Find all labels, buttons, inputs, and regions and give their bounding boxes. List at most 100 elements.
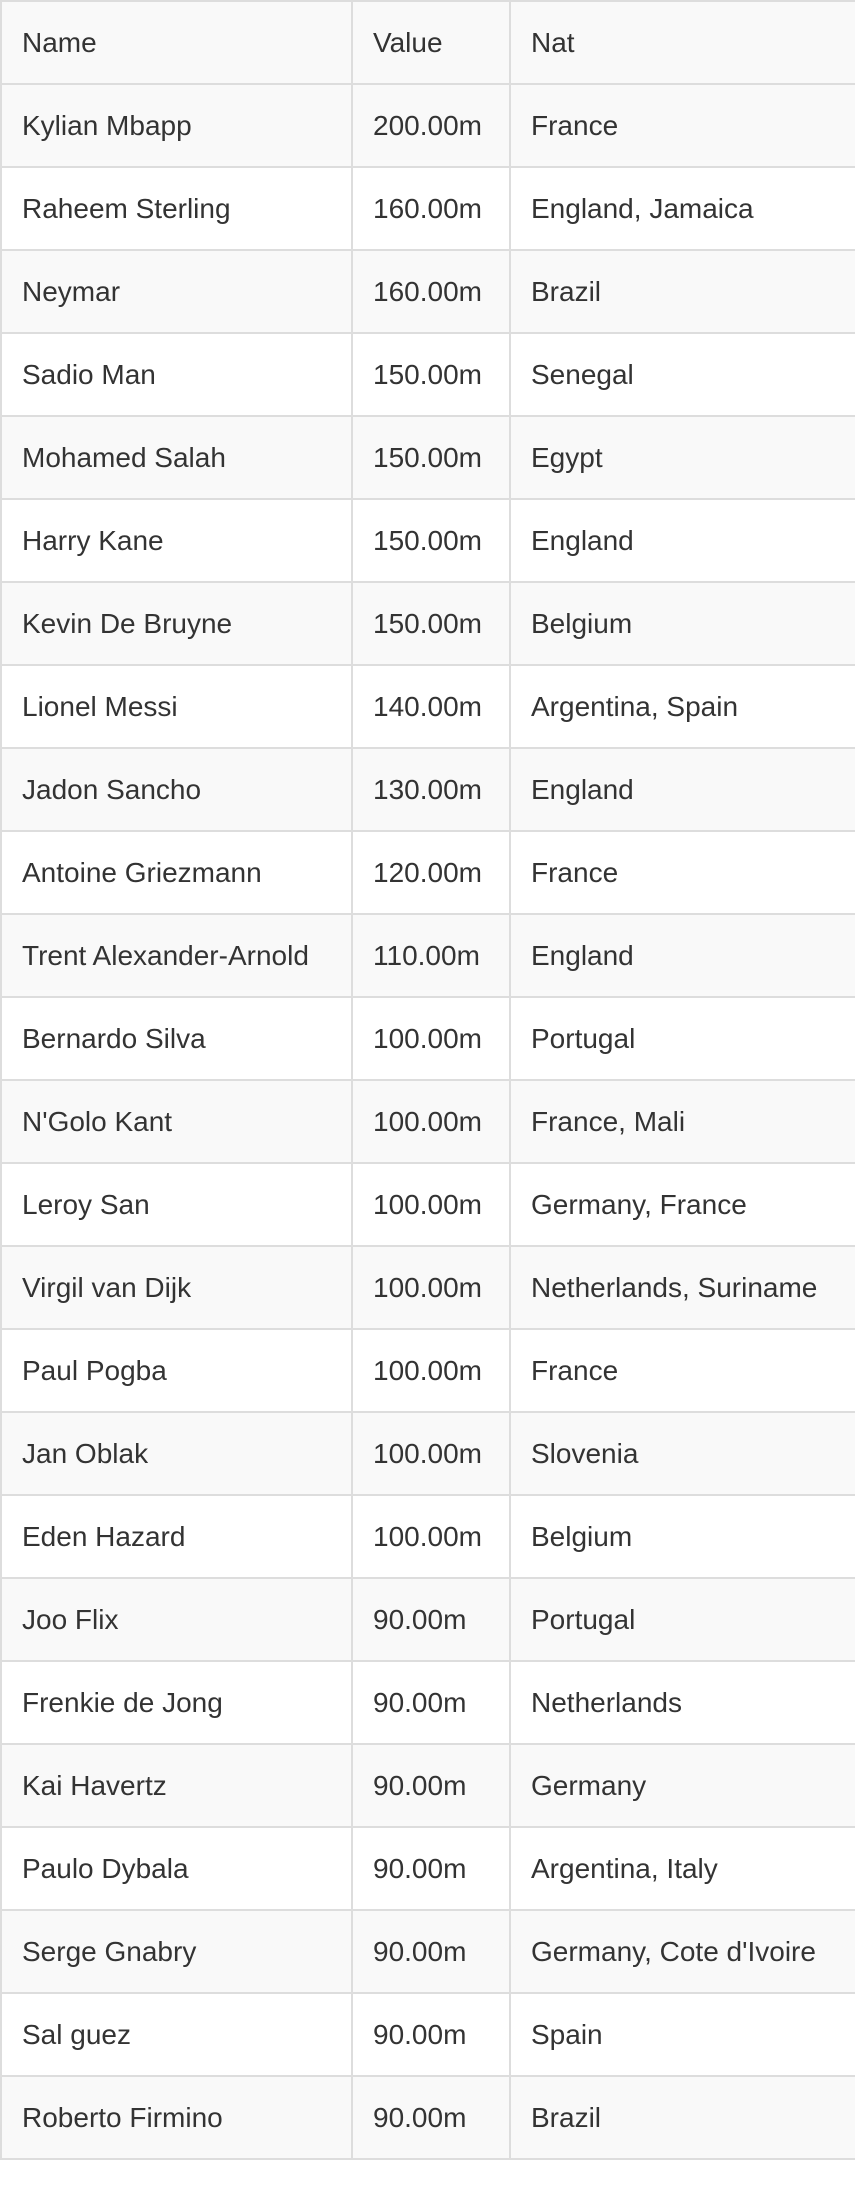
cell-value: 100.00m — [351, 1245, 511, 1330]
cell-value: 100.00m — [351, 1162, 511, 1247]
cell-nat: Portugal — [509, 996, 855, 1081]
cell-name: Eden Hazard — [0, 1494, 353, 1579]
cell-name: Leroy San — [0, 1162, 353, 1247]
cell-value: 120.00m — [351, 830, 511, 915]
cell-nat: France — [509, 1328, 855, 1413]
table-row: N'Golo Kant 100.00m France, Mali — [0, 1079, 855, 1164]
table-row: Virgil van Dijk 100.00m Netherlands, Surin… — [0, 1245, 855, 1330]
table-row: Joo Flix 90.00m Portugal — [0, 1577, 855, 1662]
cell-nat: Netherlands — [509, 1660, 855, 1745]
cell-nat: Brazil — [509, 249, 855, 334]
cell-value: 130.00m — [351, 747, 511, 832]
table-row: Jan Oblak 100.00m Slovenia — [0, 1411, 855, 1496]
cell-nat: Germany, Cote d'Ivoire — [509, 1909, 855, 1994]
cell-nat: France, Mali — [509, 1079, 855, 1164]
cell-name: Frenkie de Jong — [0, 1660, 353, 1745]
cell-value: 90.00m — [351, 1743, 511, 1828]
cell-nat: England — [509, 498, 855, 583]
table-row: Paulo Dybala 90.00m Argentina, Italy — [0, 1826, 855, 1911]
cell-name: Paul Pogba — [0, 1328, 353, 1413]
table-row: Sal guez 90.00m Spain — [0, 1992, 855, 2077]
cell-nat: Portugal — [509, 1577, 855, 1662]
cell-name: Raheem Sterling — [0, 166, 353, 251]
table-row: Serge Gnabry 90.00m Germany, Cote d'Ivoire — [0, 1909, 855, 1994]
cell-name: Sadio Man — [0, 332, 353, 417]
table-row: Raheem Sterling 160.00m England, Jamaica — [0, 166, 855, 251]
table-row: Kevin De Bruyne 150.00m Belgium — [0, 581, 855, 666]
cell-value: 100.00m — [351, 996, 511, 1081]
table-row: Antoine Griezmann 120.00m France — [0, 830, 855, 915]
cell-value: 90.00m — [351, 1577, 511, 1662]
cell-value: 150.00m — [351, 332, 511, 417]
cell-value: 90.00m — [351, 1826, 511, 1911]
table-row: Leroy San 100.00m Germany, France — [0, 1162, 855, 1247]
cell-name: Bernardo Silva — [0, 996, 353, 1081]
cell-name: Joo Flix — [0, 1577, 353, 1662]
cell-name: Neymar — [0, 249, 353, 334]
table-row: Bernardo Silva 100.00m Portugal — [0, 996, 855, 1081]
table-row: Trent Alexander-Arnold 110.00m England — [0, 913, 855, 998]
table-row: Lionel Messi 140.00m Argentina, Spain — [0, 664, 855, 749]
table-row: Kylian Mbapp 200.00m France — [0, 83, 855, 168]
cell-name: Lionel Messi — [0, 664, 353, 749]
table-header-row: Name Value Nat — [0, 0, 855, 85]
cell-nat: Belgium — [509, 581, 855, 666]
table-row: Frenkie de Jong 90.00m Netherlands — [0, 1660, 855, 1745]
table-row: Kai Havertz 90.00m Germany — [0, 1743, 855, 1828]
cell-name: Virgil van Dijk — [0, 1245, 353, 1330]
cell-value: 200.00m — [351, 83, 511, 168]
cell-name: Mohamed Salah — [0, 415, 353, 500]
cell-nat: France — [509, 83, 855, 168]
cell-nat: Spain — [509, 1992, 855, 2077]
cell-value: 160.00m — [351, 249, 511, 334]
table-row: Eden Hazard 100.00m Belgium — [0, 1494, 855, 1579]
cell-name: Paulo Dybala — [0, 1826, 353, 1911]
cell-name: Kai Havertz — [0, 1743, 353, 1828]
cell-value: 100.00m — [351, 1328, 511, 1413]
cell-nat: Belgium — [509, 1494, 855, 1579]
cell-name: Jan Oblak — [0, 1411, 353, 1496]
table-row: Neymar 160.00m Brazil — [0, 249, 855, 334]
cell-value: 90.00m — [351, 2075, 511, 2160]
cell-value: 140.00m — [351, 664, 511, 749]
cell-value: 100.00m — [351, 1411, 511, 1496]
header-value: Value — [351, 0, 511, 85]
cell-nat: Netherlands, Suriname — [509, 1245, 855, 1330]
cell-nat: Argentina, Italy — [509, 1826, 855, 1911]
cell-value: 110.00m — [351, 913, 511, 998]
cell-name: Kylian Mbapp — [0, 83, 353, 168]
cell-name: Trent Alexander-Arnold — [0, 913, 353, 998]
table-row: Sadio Man 150.00m Senegal — [0, 332, 855, 417]
cell-value: 90.00m — [351, 1909, 511, 1994]
cell-name: Kevin De Bruyne — [0, 581, 353, 666]
cell-value: 100.00m — [351, 1494, 511, 1579]
cell-nat: Senegal — [509, 332, 855, 417]
cell-nat: France — [509, 830, 855, 915]
cell-nat: England — [509, 747, 855, 832]
cell-nat: England — [509, 913, 855, 998]
cell-nat: Argentina, Spain — [509, 664, 855, 749]
cell-name: N'Golo Kant — [0, 1079, 353, 1164]
header-nat: Nat — [509, 0, 855, 85]
cell-name: Roberto Firmino — [0, 2075, 353, 2160]
cell-value: 90.00m — [351, 1660, 511, 1745]
cell-name: Harry Kane — [0, 498, 353, 583]
table-row: Jadon Sancho 130.00m England — [0, 747, 855, 832]
cell-nat: Germany, France — [509, 1162, 855, 1247]
cell-value: 150.00m — [351, 415, 511, 500]
cell-nat: Germany — [509, 1743, 855, 1828]
header-name: Name — [0, 0, 353, 85]
cell-value: 90.00m — [351, 1992, 511, 2077]
cell-nat: England, Jamaica — [509, 166, 855, 251]
cell-name: Serge Gnabry — [0, 1909, 353, 1994]
cell-name: Sal guez — [0, 1992, 353, 2077]
cell-nat: Egypt — [509, 415, 855, 500]
table-row: Mohamed Salah 150.00m Egypt — [0, 415, 855, 500]
cell-name: Antoine Griezmann — [0, 830, 353, 915]
cell-value: 160.00m — [351, 166, 511, 251]
table-row: Paul Pogba 100.00m France — [0, 1328, 855, 1413]
cell-name: Jadon Sancho — [0, 747, 353, 832]
cell-nat: Slovenia — [509, 1411, 855, 1496]
table-row: Harry Kane 150.00m England — [0, 498, 855, 583]
